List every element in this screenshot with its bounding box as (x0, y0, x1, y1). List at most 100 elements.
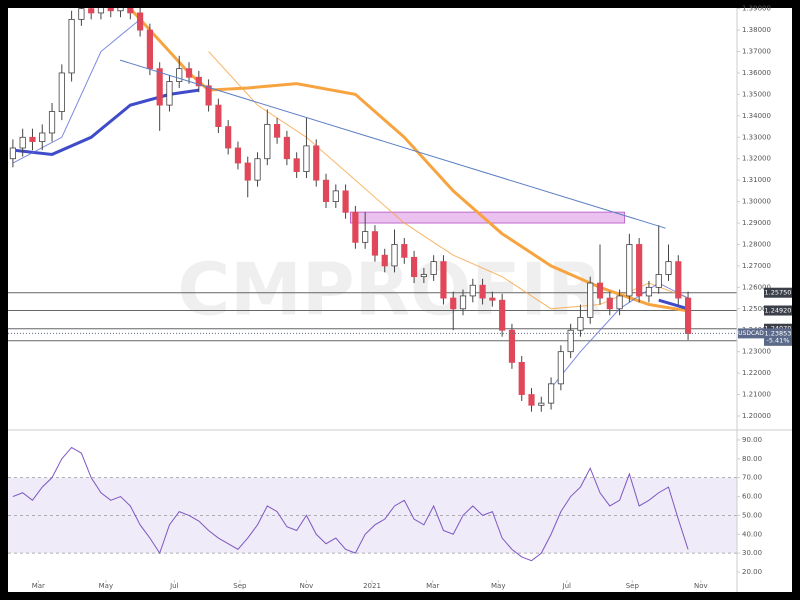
candle-body (557, 351, 564, 385)
candle-body (391, 244, 398, 267)
candle-body (469, 284, 476, 297)
y-tick-label: 1.32000 (742, 155, 771, 163)
x-tick-label: Jul (562, 582, 572, 590)
x-tick-label: 2021 (363, 582, 381, 590)
candle-body (48, 111, 56, 134)
y-tick-label: 60.00 (742, 493, 762, 501)
candle-body (146, 29, 153, 70)
candle-body (371, 231, 379, 256)
candle-body (185, 68, 193, 78)
candle-body (195, 76, 202, 87)
candle-body (215, 104, 222, 127)
candle-body (68, 18, 75, 74)
y-tick-label: 1.38000 (742, 26, 771, 34)
y-tick-label: 1.21000 (742, 391, 771, 399)
candle-body (401, 244, 408, 258)
y-tick-label: 90.00 (742, 436, 762, 444)
candle-body (381, 254, 388, 267)
candle-body (244, 162, 251, 181)
candle-body (29, 136, 36, 142)
candle-body (39, 132, 46, 142)
candle-body (528, 394, 535, 406)
level-tag (764, 287, 792, 298)
candle-body (440, 261, 447, 299)
y-tick-label: 1.27000 (742, 262, 771, 270)
candle-body (479, 284, 486, 299)
zone (350, 211, 625, 224)
x-tick-label: Nov (300, 582, 314, 590)
candle-body (225, 126, 232, 149)
x-tick-label: Sep (233, 582, 247, 590)
candle-body (450, 297, 457, 310)
candle-body (489, 297, 496, 301)
candle-body (665, 261, 672, 275)
y-tick-label: 30.00 (742, 549, 762, 557)
axes: 1.200001.210001.220001.230001.240001.250… (8, 5, 792, 592)
trend-line (119, 59, 666, 229)
candle-body (410, 256, 418, 278)
y-tick-label: 1.25000 (742, 305, 771, 313)
candle-body (293, 158, 300, 172)
y-tick-label: 20.00 (742, 568, 762, 576)
candle-body (655, 274, 662, 288)
x-tick-label: Mar (426, 582, 439, 590)
candle-body (322, 179, 330, 202)
candle-body (176, 68, 183, 82)
moving-average (12, 88, 689, 311)
rsi-pane (8, 446, 737, 562)
last-price-label: 1.23853 (765, 329, 792, 337)
y-tick-label: 1.33000 (742, 133, 771, 141)
level-label: 1.24920 (765, 307, 792, 315)
candle-body (577, 316, 584, 331)
candle-body (675, 261, 682, 299)
candle-body (88, 8, 95, 14)
candle-body (684, 297, 692, 334)
last-price-tag (764, 328, 792, 346)
y-tick-label: 1.23000 (742, 348, 771, 356)
change-label: -5.41% (767, 336, 790, 344)
candle-body (58, 72, 65, 112)
candle-body (117, 8, 124, 12)
candle-body (264, 124, 271, 160)
x-tick-label: May (491, 582, 505, 590)
candle-body (137, 12, 144, 31)
candle-body (97, 8, 105, 14)
candle-body (274, 124, 281, 138)
candle-body (156, 68, 163, 106)
x-tick-label: Mar (32, 582, 45, 590)
candle-body (342, 190, 349, 213)
level-label: 1.25750 (765, 289, 792, 297)
x-tick-label: Sep (626, 582, 640, 590)
y-tick-label: 1.31000 (742, 176, 771, 184)
candle-body (107, 8, 114, 12)
candle-body (332, 190, 339, 202)
x-tick-label: Nov (694, 582, 708, 590)
candle-body (19, 136, 26, 149)
symbol-label: USDCAD (738, 330, 764, 337)
candle-body (362, 231, 369, 243)
candle-body (127, 8, 134, 14)
symbol-tag (738, 328, 764, 339)
y-tick-label: 1.39000 (742, 5, 771, 13)
candle-body (313, 145, 320, 181)
y-tick-label: 1.30000 (742, 198, 771, 206)
candle-body (538, 402, 545, 406)
candle-body (78, 8, 85, 20)
x-tick-label: May (99, 582, 113, 590)
candle-body (636, 244, 643, 297)
candle-body (459, 295, 467, 310)
candle-body (430, 261, 437, 275)
rsi-line (12, 446, 689, 562)
candle-body (567, 329, 574, 353)
y-tick-label: 1.37000 (742, 48, 771, 56)
candle-body (645, 286, 653, 297)
candle-body (254, 158, 261, 181)
y-tick-label: 1.28000 (742, 240, 771, 248)
y-tick-label: 80.00 (742, 455, 762, 463)
watermark: CMPROFIR (177, 248, 602, 332)
y-tick-label: 1.36000 (742, 69, 771, 77)
candle-body (626, 244, 633, 297)
y-tick-label: 1.22000 (742, 369, 771, 377)
candle-body (303, 145, 310, 172)
